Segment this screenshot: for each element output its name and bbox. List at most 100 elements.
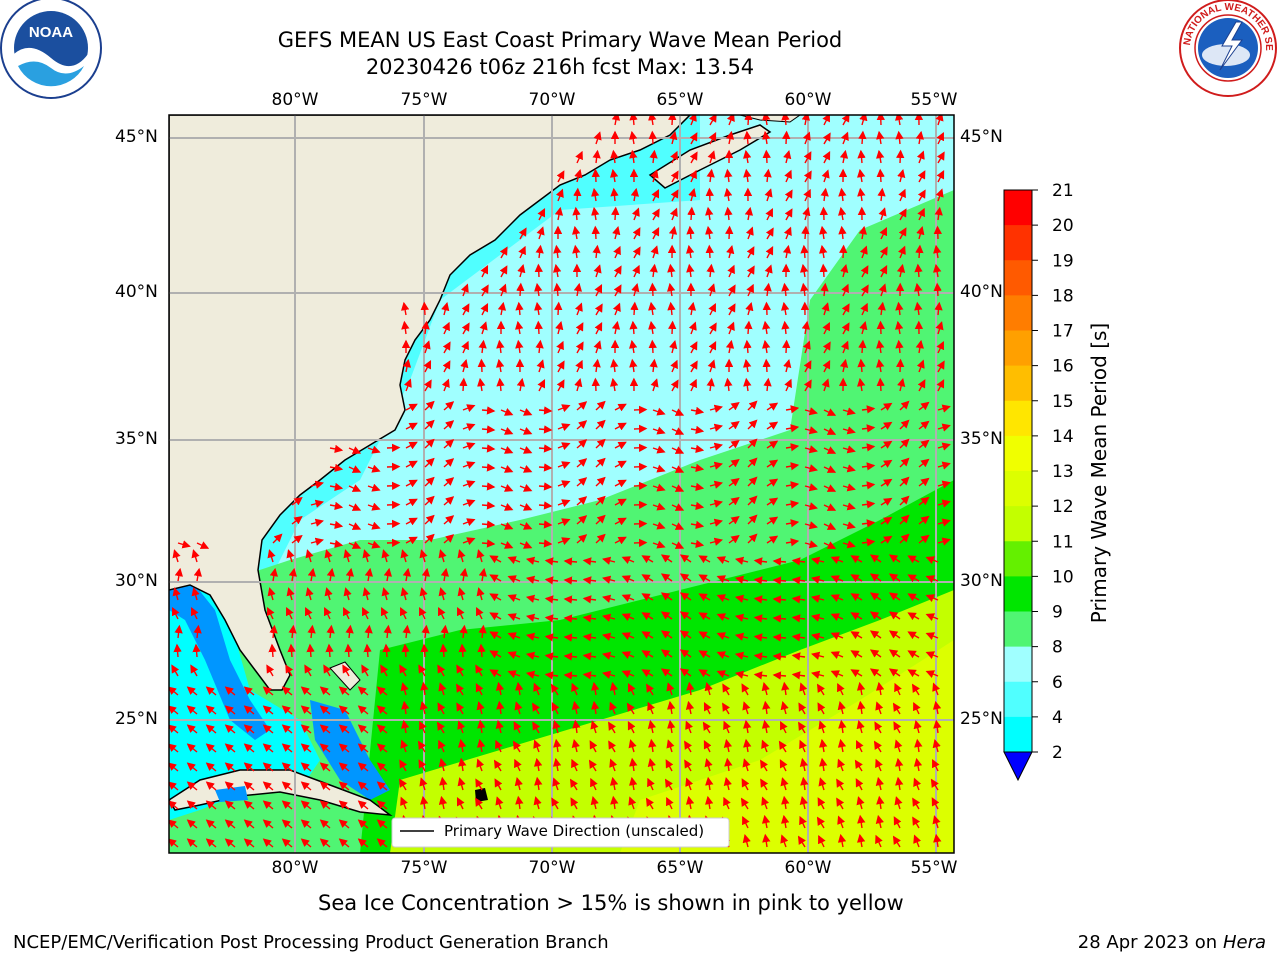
wave-arrow	[860, 284, 869, 297]
wave-arrow	[689, 341, 698, 354]
wave-arrow	[324, 606, 332, 620]
wave-arrow	[716, 670, 730, 679]
wave-arrow	[576, 439, 588, 449]
wave-arrow	[582, 652, 597, 661]
footer-credit: NCEP/EMC/Verification Post Processing Pr…	[13, 932, 609, 953]
wave-arrow	[338, 743, 350, 753]
wave-arrow	[310, 499, 324, 508]
wave-arrow	[937, 499, 951, 508]
colorbar-tick-label: 21	[1052, 181, 1074, 201]
wave-arrow	[572, 719, 581, 734]
wave-arrow	[400, 739, 409, 753]
wave-arrow	[785, 462, 800, 471]
wave-arrow	[342, 664, 351, 677]
wave-arrow	[574, 169, 583, 183]
wave-arrow	[419, 587, 428, 601]
wave-arrow	[621, 556, 635, 564]
wave-arrow	[602, 594, 616, 603]
wave-arrow	[670, 189, 679, 202]
wave-arrow	[837, 758, 846, 772]
wave-arrow	[716, 575, 730, 584]
wave-arrow	[818, 777, 827, 791]
wave-arrow	[281, 743, 293, 753]
wave-arrow	[830, 575, 844, 583]
wave-arrow	[785, 405, 800, 414]
wave-arrow	[262, 705, 274, 715]
wave-arrow	[516, 377, 526, 392]
wave-arrow	[348, 503, 362, 511]
wave-arrow	[652, 483, 666, 492]
wave-arrow	[457, 587, 466, 601]
lat-label-left: 25°N	[115, 709, 158, 729]
wave-arrow	[764, 264, 773, 278]
wave-arrow	[899, 476, 910, 487]
wave-arrow	[418, 664, 427, 677]
wave-arrow	[300, 781, 312, 791]
wave-arrow	[861, 519, 876, 528]
wave-arrow	[533, 757, 543, 772]
wave-arrow	[628, 130, 638, 145]
wave-arrow	[177, 540, 191, 549]
wave-arrow	[652, 464, 666, 473]
wave-arrow	[811, 632, 825, 641]
wave-arrow	[800, 263, 809, 278]
wave-arrow	[423, 379, 432, 392]
wave-arrow	[507, 670, 521, 679]
wave-arrow	[728, 420, 740, 430]
wave-arrow	[576, 496, 588, 506]
wave-arrow	[918, 477, 930, 487]
wave-arrow	[291, 515, 303, 525]
colorbar-segment	[1004, 716, 1032, 753]
wave-arrow	[778, 740, 787, 753]
wave-arrow	[724, 757, 733, 772]
wave-arrow	[205, 743, 217, 753]
wave-arrow	[722, 702, 731, 715]
wave-arrow	[556, 340, 564, 354]
wave-arrow	[443, 477, 455, 487]
wave-arrow	[727, 284, 736, 297]
wave-arrow	[557, 480, 571, 489]
wave-arrow	[438, 682, 447, 696]
wave-arrow	[765, 227, 774, 240]
wave-arrow	[629, 757, 638, 772]
wave-arrow	[424, 514, 435, 525]
wave-arrow	[575, 150, 583, 164]
wave-arrow	[310, 518, 324, 527]
wave-arrow	[544, 576, 559, 585]
wave-arrow	[705, 244, 714, 259]
wave-arrow	[534, 282, 543, 297]
wave-arrow	[498, 283, 507, 297]
wave-arrow	[819, 206, 828, 221]
wave-arrow	[743, 358, 752, 373]
wave-arrow	[534, 776, 543, 791]
wave-arrow	[907, 555, 920, 564]
wave-arrow	[518, 245, 526, 259]
wave-arrow	[782, 339, 791, 354]
wave-arrow	[915, 130, 925, 145]
wave-arrow	[804, 502, 818, 511]
wave-arrow	[705, 225, 714, 240]
wave-arrow	[679, 668, 692, 677]
wave-arrow	[612, 226, 621, 240]
wave-arrow	[628, 776, 638, 791]
wave-arrow	[534, 320, 543, 335]
wave-arrow	[687, 206, 696, 221]
colorbar-tick-label: 6	[1052, 673, 1063, 693]
wave-arrow	[878, 283, 887, 297]
wave-arrow	[525, 613, 540, 622]
lon-label-bottom: 65°W	[656, 858, 704, 878]
wave-arrow	[669, 131, 678, 145]
wave-arrow	[822, 321, 830, 335]
wave-arrow	[345, 624, 354, 639]
wave-arrow	[319, 724, 331, 734]
wave-arrow	[481, 539, 496, 548]
footer-date: 28 Apr 2023 on	[1077, 932, 1223, 953]
wave-arrow	[766, 516, 779, 525]
lon-label-bottom: 60°W	[784, 858, 832, 878]
wave-arrow	[690, 444, 705, 454]
wave-arrow	[734, 594, 749, 603]
wave-arrow	[689, 378, 697, 392]
wave-arrow	[576, 420, 588, 430]
wave-arrow	[439, 776, 448, 791]
wave-arrow	[590, 720, 599, 734]
